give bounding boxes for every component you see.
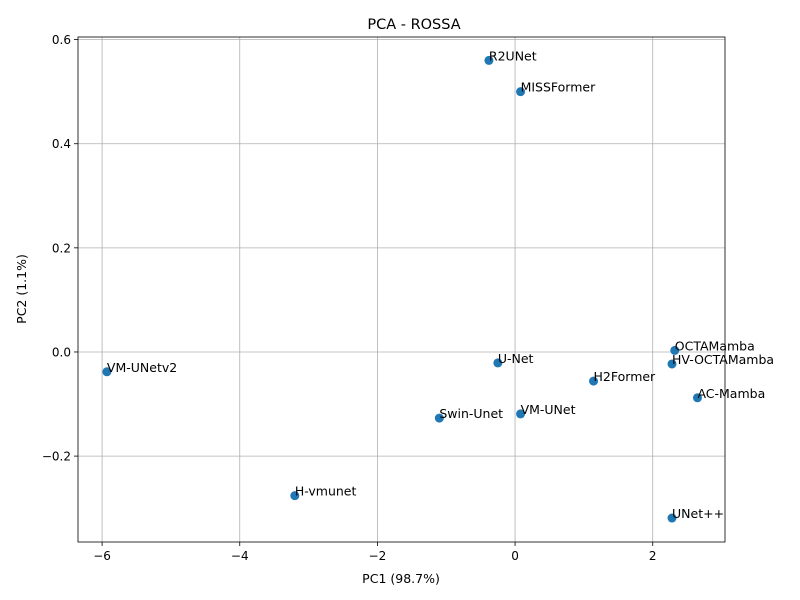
y-axis-ticks: −0.2 0.0 0.2 0.4 0.6 [42,33,78,464]
y-tick-label: 0.0 [52,345,71,359]
data-point [667,513,677,523]
point-label: Swin-Unet [439,406,503,421]
y-axis-label: PC2 (1.1%) [14,254,29,324]
plot-frame [77,36,726,543]
data-point [589,376,599,386]
point-label: H2Former [594,369,657,384]
data-point [102,367,112,377]
data-point [670,345,680,355]
data-point [484,55,494,65]
data-point [516,87,526,97]
x-axis-ticks: −6 −4 −2 0 2 [93,542,657,563]
point-label: VM-UNet [521,402,576,417]
data-points [102,55,702,523]
data-point [290,491,300,501]
data-point [434,413,444,423]
point-label: UNet++ [672,506,724,521]
point-label: U-Net [498,351,534,366]
point-label: VM-UNetv2 [107,360,177,375]
point-label: MISSFormer [521,80,597,95]
y-tick-label: 0.4 [52,137,71,151]
point-label: OCTAMamba [675,338,755,353]
chart-title: PCA - ROSSA [367,17,460,33]
data-point [692,393,702,403]
x-tick-label: −4 [231,549,249,563]
x-tick-label: −6 [93,549,111,563]
y-tick-label: 0.2 [52,241,71,255]
point-label: H-vmunet [295,484,357,499]
x-axis-label: PC1 (98.7%) [362,571,440,586]
y-tick-label: 0.6 [52,33,71,47]
data-point [493,358,503,368]
point-label: R2UNet [489,48,537,63]
grid [78,37,725,542]
x-tick-label: 0 [511,549,519,563]
data-point [667,359,677,369]
x-tick-label: −2 [369,549,387,563]
point-label: HV-OCTAMamba [672,352,774,367]
x-tick-label: 2 [649,549,657,563]
y-tick-label: −0.2 [42,450,71,464]
point-label: AC-Mamba [697,386,765,401]
data-point [516,409,526,419]
